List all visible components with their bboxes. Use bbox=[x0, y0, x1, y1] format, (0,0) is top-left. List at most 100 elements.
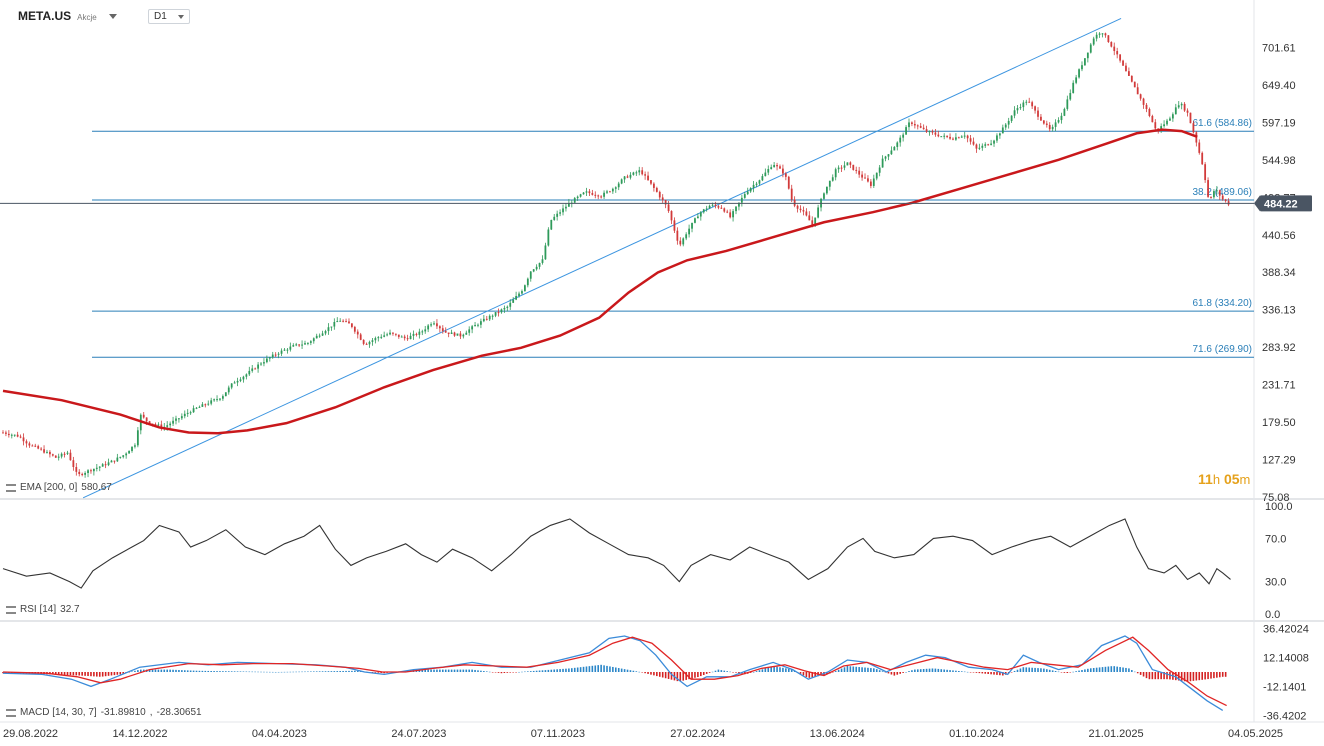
candle-body bbox=[351, 323, 353, 327]
candle-body bbox=[1048, 124, 1051, 130]
macd-histogram-bar bbox=[447, 669, 450, 672]
candle-body bbox=[1001, 127, 1004, 134]
macd-histogram-bar bbox=[474, 669, 476, 672]
ema-legend[interactable]: EMA [200, 0] 580.67 bbox=[6, 482, 112, 493]
candle-body bbox=[1057, 120, 1060, 123]
macd-histogram-bar bbox=[905, 672, 907, 673]
candle-body bbox=[1063, 108, 1066, 116]
macd-histogram-bar bbox=[289, 671, 292, 673]
candle-body bbox=[529, 271, 532, 279]
macd-histogram-bar bbox=[635, 671, 638, 672]
candle-body bbox=[145, 417, 148, 422]
macd-histogram-bar bbox=[785, 668, 787, 672]
macd-legend[interactable]: MACD [14, 30, 7] -31.89810, -28.30651 bbox=[6, 707, 202, 718]
macd-histogram-bar bbox=[371, 672, 374, 673]
macd-histogram-bar bbox=[506, 672, 509, 673]
macd-histogram-bar bbox=[688, 672, 690, 680]
symbol-selector[interactable]: META.US Akcje bbox=[18, 9, 117, 23]
macd-histogram-bar bbox=[242, 671, 245, 672]
candle-body bbox=[802, 210, 805, 212]
candle-body bbox=[421, 331, 424, 333]
macd-histogram-bar bbox=[873, 668, 875, 672]
macd-histogram-bar bbox=[943, 669, 945, 672]
macd-histogram-bar bbox=[433, 669, 435, 672]
candle-body bbox=[63, 453, 66, 455]
macd-histogram-bar bbox=[1145, 672, 1148, 679]
chevron-down-icon[interactable] bbox=[108, 13, 117, 19]
candle-body bbox=[869, 181, 872, 186]
candle-body bbox=[1107, 35, 1110, 43]
macd-histogram-bar bbox=[893, 672, 896, 676]
countdown-minutes-unit: m bbox=[1239, 472, 1251, 487]
candle-body bbox=[339, 320, 342, 322]
macd-histogram-bar bbox=[1010, 672, 1013, 673]
macd-histogram-bar bbox=[864, 667, 866, 672]
candle-body bbox=[1095, 34, 1098, 39]
candle-body bbox=[257, 364, 259, 369]
macd-histogram-bar bbox=[1046, 669, 1048, 672]
macd-histogram-bar bbox=[439, 669, 441, 672]
macd-histogram-bar bbox=[295, 671, 298, 673]
current-price-value: 484.22 bbox=[1264, 198, 1298, 210]
timeframe-select[interactable]: D1 bbox=[148, 9, 190, 24]
candle-body bbox=[1054, 122, 1057, 127]
candle-body bbox=[19, 436, 22, 438]
candle-body bbox=[207, 403, 210, 405]
candle-body bbox=[591, 193, 594, 195]
candle-body bbox=[465, 332, 468, 335]
candle-body bbox=[544, 245, 547, 260]
macd-histogram-bar bbox=[134, 670, 136, 672]
macd-histogram-bar bbox=[1133, 671, 1136, 673]
candle-body bbox=[1125, 65, 1127, 72]
candle-body bbox=[142, 414, 145, 418]
candle-body bbox=[195, 407, 198, 409]
indicator-menu-icon[interactable] bbox=[6, 708, 16, 717]
candle-body bbox=[899, 137, 902, 143]
candle-body bbox=[1180, 103, 1183, 106]
macd-histogram-bar bbox=[632, 670, 635, 672]
candle-body bbox=[2, 432, 4, 434]
macd-histogram-bar bbox=[735, 672, 737, 673]
rsi-legend[interactable]: RSI [14] 32.7 bbox=[6, 604, 80, 615]
candle-body bbox=[397, 334, 400, 337]
candle-body bbox=[793, 199, 796, 206]
candle-body bbox=[732, 211, 734, 218]
candle-body bbox=[78, 471, 81, 474]
candle-body bbox=[682, 238, 685, 245]
macd-histogram-bar bbox=[1186, 672, 1189, 682]
macd-histogram-bar bbox=[69, 672, 72, 676]
candle-body bbox=[776, 164, 778, 167]
candle-body bbox=[321, 333, 324, 336]
macd-histogram-bar bbox=[254, 671, 256, 673]
macd-histogram-bar bbox=[283, 671, 286, 673]
candle-body bbox=[626, 176, 629, 178]
candle-body bbox=[1148, 109, 1151, 116]
candle-body bbox=[1227, 201, 1230, 205]
candle-body bbox=[1204, 164, 1207, 181]
macd-histogram-bar bbox=[450, 669, 453, 672]
macd-histogram-bar bbox=[1034, 667, 1036, 672]
candle-body bbox=[1022, 102, 1025, 108]
macd-histogram-bar bbox=[755, 671, 758, 672]
candle-body bbox=[826, 186, 828, 194]
indicator-menu-icon[interactable] bbox=[6, 605, 16, 614]
indicator-menu-icon[interactable] bbox=[6, 483, 16, 492]
macd-histogram-bar bbox=[292, 671, 295, 673]
candle-body bbox=[239, 379, 242, 381]
candle-body bbox=[975, 144, 978, 149]
macd-histogram-bar bbox=[312, 671, 315, 672]
candle-body bbox=[1215, 190, 1218, 192]
macd-histogram-bar bbox=[1183, 672, 1186, 682]
candle-body bbox=[222, 396, 224, 399]
macd-histogram-bar bbox=[1025, 667, 1028, 672]
candle-body bbox=[931, 131, 934, 133]
macd-histogram-bar bbox=[846, 666, 849, 672]
macd-histogram-bar bbox=[1163, 672, 1165, 680]
candle-body bbox=[342, 320, 345, 322]
macd-histogram-bar bbox=[351, 670, 353, 672]
candle-body bbox=[233, 382, 236, 384]
macd-histogram-bar bbox=[559, 669, 561, 672]
symbol-name: META.US bbox=[18, 9, 72, 23]
fib-level-label: 61.6 (584.86) bbox=[1193, 118, 1253, 129]
